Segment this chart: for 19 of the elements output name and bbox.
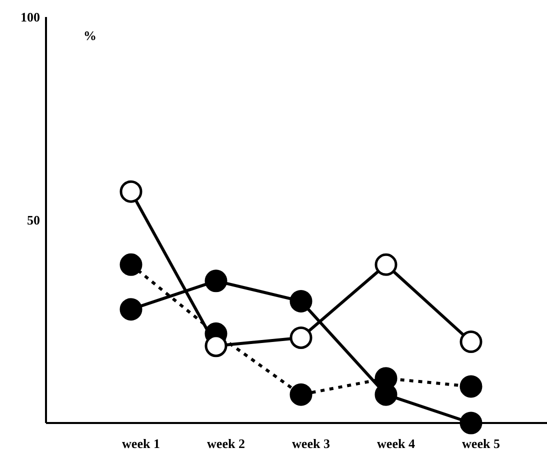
x-tick-label: week 4 xyxy=(377,436,416,451)
point xyxy=(204,270,228,292)
point xyxy=(120,180,142,203)
point xyxy=(460,375,482,398)
point xyxy=(460,412,482,434)
x-tick-label: week 1 xyxy=(122,436,160,451)
point xyxy=(120,298,142,321)
point xyxy=(374,253,398,276)
y-axis-title: % xyxy=(84,28,96,43)
x-tick-label: week 2 xyxy=(207,436,245,451)
point xyxy=(120,253,142,276)
x-tick-label: week 3 xyxy=(292,436,330,451)
point xyxy=(290,383,312,406)
y-tick-label: 100 xyxy=(20,10,40,25)
x-tick-label: week 5 xyxy=(462,436,500,451)
point xyxy=(290,326,312,349)
point xyxy=(460,330,482,354)
point xyxy=(290,290,312,312)
y-tick-label: 50 xyxy=(27,212,40,228)
